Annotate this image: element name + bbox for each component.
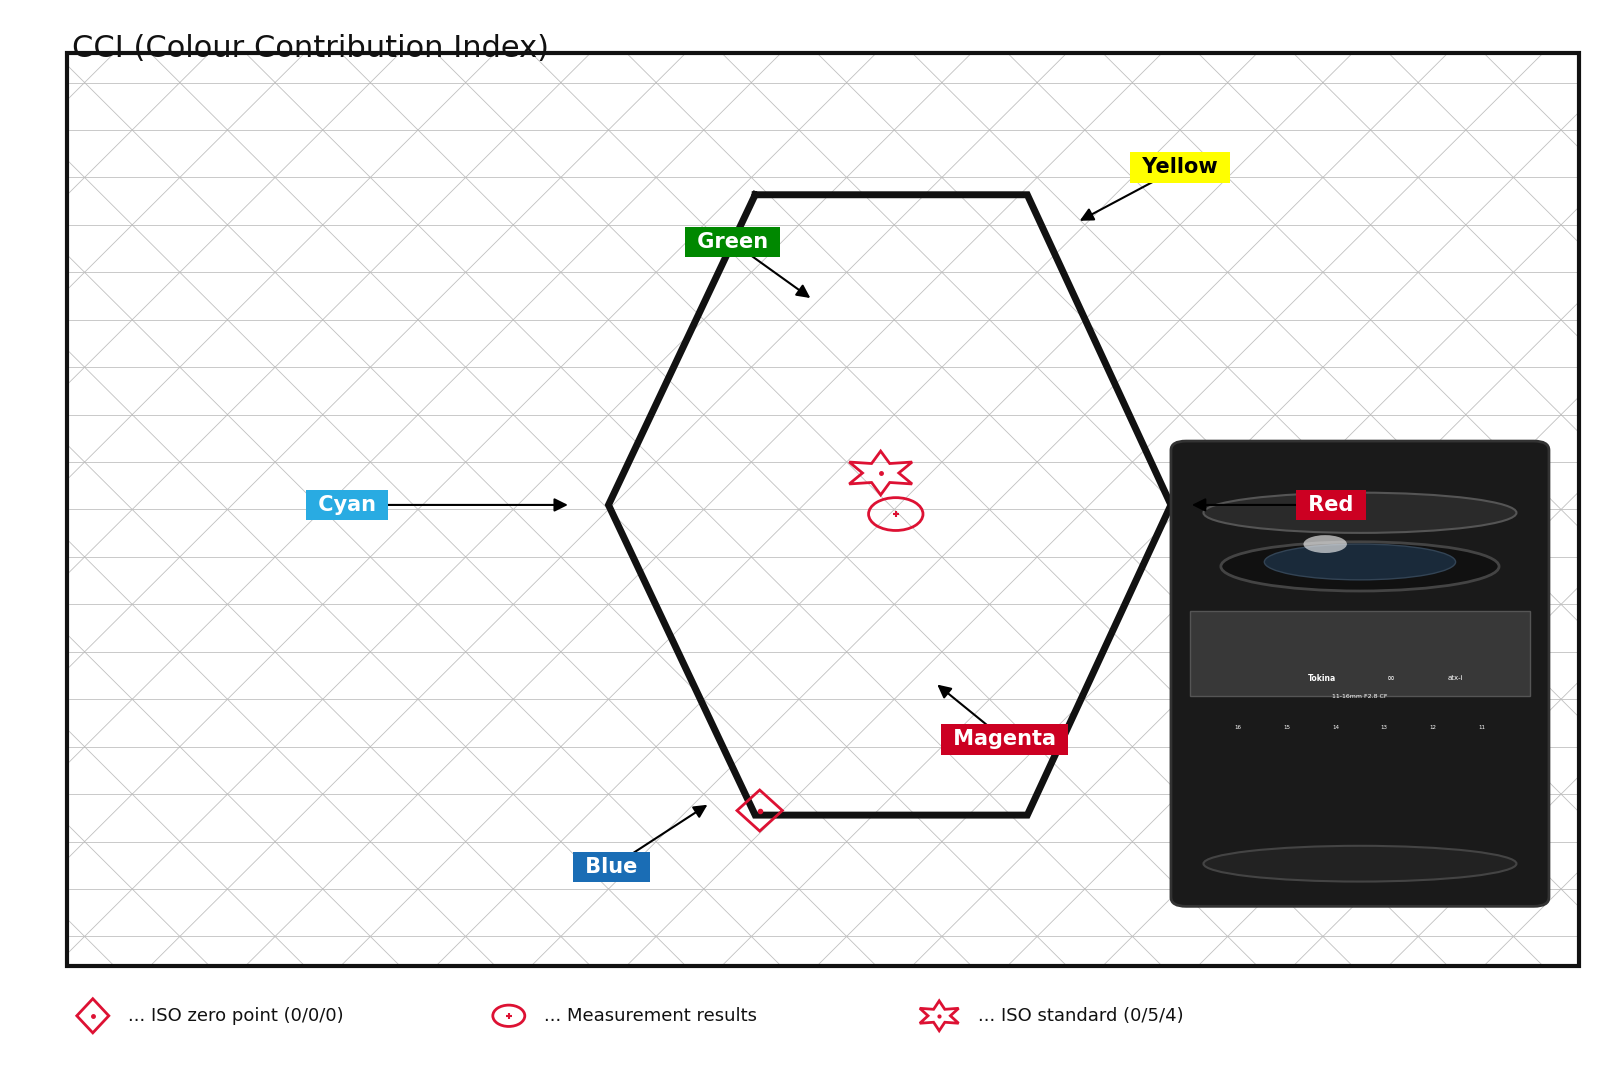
- Text: atx-i: atx-i: [1448, 675, 1464, 681]
- Text: Tokina: Tokina: [1307, 673, 1336, 683]
- FancyBboxPatch shape: [1189, 611, 1530, 696]
- Text: ... ISO zero point (0/0/0): ... ISO zero point (0/0/0): [128, 1007, 344, 1024]
- Text: ∞: ∞: [1387, 673, 1395, 683]
- Text: Red: Red: [1301, 495, 1362, 515]
- Text: 15: 15: [1283, 724, 1291, 730]
- Ellipse shape: [1203, 493, 1517, 532]
- Text: CCI (Colour Contribution Index): CCI (Colour Contribution Index): [72, 34, 549, 63]
- Text: Cyan: Cyan: [310, 495, 382, 515]
- Text: 16: 16: [1235, 724, 1242, 730]
- Text: 14: 14: [1333, 724, 1339, 730]
- Text: Green: Green: [690, 233, 774, 252]
- Text: 11-16mm F2.8 CF: 11-16mm F2.8 CF: [1333, 694, 1387, 699]
- Ellipse shape: [1203, 846, 1517, 881]
- Text: ... Measurement results: ... Measurement results: [544, 1007, 757, 1024]
- Text: Magenta: Magenta: [946, 730, 1064, 749]
- Text: ... ISO standard (0/5/4): ... ISO standard (0/5/4): [978, 1007, 1184, 1024]
- Text: 11: 11: [1478, 724, 1485, 730]
- Ellipse shape: [1264, 544, 1456, 579]
- Text: 12: 12: [1429, 724, 1437, 730]
- FancyBboxPatch shape: [1171, 441, 1549, 906]
- Ellipse shape: [1304, 536, 1347, 553]
- Ellipse shape: [1221, 542, 1499, 591]
- Text: 13: 13: [1381, 724, 1387, 730]
- Text: Yellow: Yellow: [1134, 158, 1226, 177]
- Text: Blue: Blue: [578, 857, 645, 877]
